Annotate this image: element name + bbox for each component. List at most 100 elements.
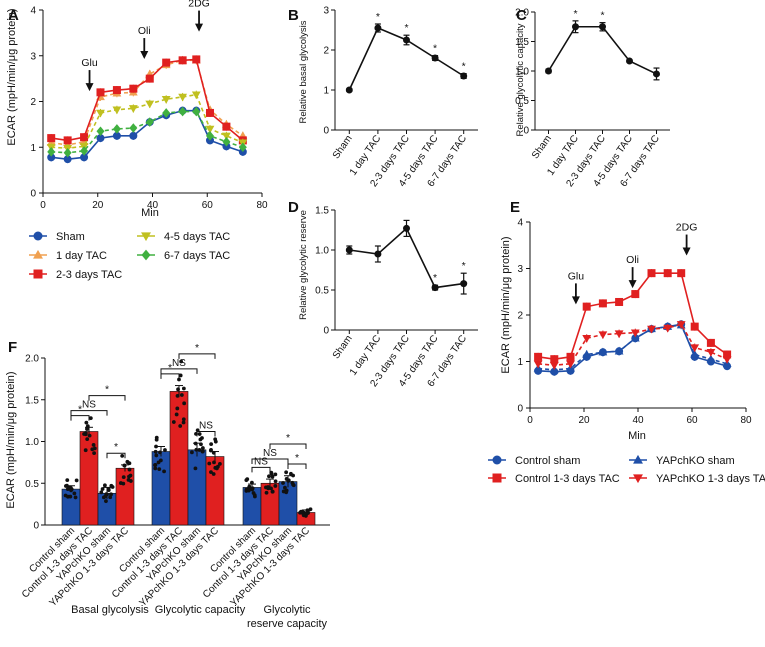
scatter-point <box>273 479 278 484</box>
scatter-point <box>82 432 86 436</box>
data-point <box>47 147 56 157</box>
y-tick-label: 1.0 <box>25 437 39 448</box>
group-label-capacity: Glycolytic capacity <box>155 604 246 616</box>
significance-bracket <box>251 458 289 465</box>
series-line <box>349 227 464 289</box>
data-point <box>345 246 353 254</box>
significance-star: * <box>573 8 577 20</box>
significance-bracket <box>70 415 90 421</box>
data-point <box>633 454 643 464</box>
scatter-point <box>283 485 287 490</box>
data-point <box>549 362 559 370</box>
legend-e: Control sham YAPchKO sham Control 1-3 da… <box>488 454 765 485</box>
data-point <box>566 360 575 369</box>
significance-bracket <box>196 430 216 437</box>
scatter-point <box>251 491 256 495</box>
scatter-point <box>178 373 183 378</box>
panel-d-ylabel: Relative glycolytic reserve <box>298 210 309 320</box>
scatter-point <box>154 437 159 442</box>
y-tick-label: 1 <box>517 357 523 368</box>
panel-b-ylabel: Relative basal glycolysis <box>298 20 309 123</box>
x-tick-label: 40 <box>147 200 159 211</box>
scatter-point <box>281 481 285 485</box>
data-point <box>706 338 715 347</box>
scatter-point <box>308 507 313 512</box>
scatter-point <box>163 448 167 452</box>
data-point <box>129 131 138 140</box>
axes <box>529 222 746 409</box>
scatter-point <box>197 448 202 452</box>
significance-label: * <box>286 432 290 444</box>
legend-a-item: 1 day TAC <box>56 250 107 262</box>
scatter-point <box>266 485 270 489</box>
data-point <box>63 136 72 145</box>
data-point <box>47 153 56 162</box>
significance-label: * <box>105 384 109 396</box>
significance-star: * <box>433 272 437 284</box>
data-point <box>566 352 575 361</box>
data-point <box>582 302 591 311</box>
data-point <box>63 155 72 164</box>
scatter-point <box>64 483 69 488</box>
bar <box>278 481 298 526</box>
y-tick-label: 0 <box>323 326 329 337</box>
data-point <box>374 24 382 32</box>
y-tick-label: 0 <box>30 189 36 200</box>
scatter-point <box>74 478 79 483</box>
data-point <box>129 84 138 93</box>
data-point <box>630 329 640 338</box>
data-point <box>534 352 543 361</box>
y-tick-label: 3 <box>30 51 36 62</box>
y-tick-label: 3 <box>323 6 329 17</box>
scatter-point <box>90 447 95 452</box>
significance-label: * <box>295 452 299 464</box>
data-point <box>630 333 640 342</box>
scatter-point <box>156 460 161 465</box>
y-tick-label: 3 <box>517 264 523 275</box>
scatter-point <box>207 461 212 466</box>
data-point <box>460 72 468 80</box>
data-point <box>80 133 89 142</box>
scatter-point <box>103 494 108 499</box>
significance-bracket <box>88 395 126 401</box>
data-point <box>690 344 700 353</box>
significance-label: NS <box>199 420 213 431</box>
data-point <box>33 231 43 241</box>
scatter-point <box>269 486 273 491</box>
data-point <box>572 23 579 31</box>
scatter-point <box>104 499 108 504</box>
annotation-label: Oli <box>138 25 151 37</box>
scatter-point <box>85 437 90 442</box>
scatter-point <box>181 417 186 422</box>
legend-a-item: 4-5 days TAC <box>164 231 230 243</box>
scatter-point <box>181 420 186 425</box>
data-point <box>614 330 624 339</box>
scatter-point <box>100 487 105 491</box>
scatter-point <box>209 447 213 452</box>
panel-f: F ECAR (mpH/min/μg protein) Basal glycol… <box>5 339 330 630</box>
data-point <box>112 124 121 134</box>
annotation-arrow-head <box>571 296 580 305</box>
panel-e-ylabel: ECAR (mpH/min/μg protein) <box>500 236 512 373</box>
data-point <box>647 269 656 278</box>
data-point <box>238 142 247 153</box>
data-point <box>690 322 699 331</box>
scatter-point <box>179 393 184 397</box>
data-point <box>178 106 187 117</box>
bar <box>169 391 189 526</box>
significance-label: * <box>195 342 199 354</box>
scatter-point <box>106 487 111 491</box>
data-point <box>192 55 201 64</box>
scatter-point <box>63 493 68 498</box>
annotation-arrow-head <box>628 280 637 289</box>
legend-a: Sham 4-5 days TAC 1 day TAC 6-7 days TAC… <box>29 231 230 281</box>
y-tick-label: 2.0 <box>25 354 39 365</box>
significance-bracket <box>160 373 180 379</box>
data-point <box>96 126 105 137</box>
scatter-point <box>215 464 220 469</box>
scatter-point <box>121 475 126 480</box>
y-tick-label: 1.5 <box>25 395 39 406</box>
significance-label: NS <box>172 358 186 369</box>
